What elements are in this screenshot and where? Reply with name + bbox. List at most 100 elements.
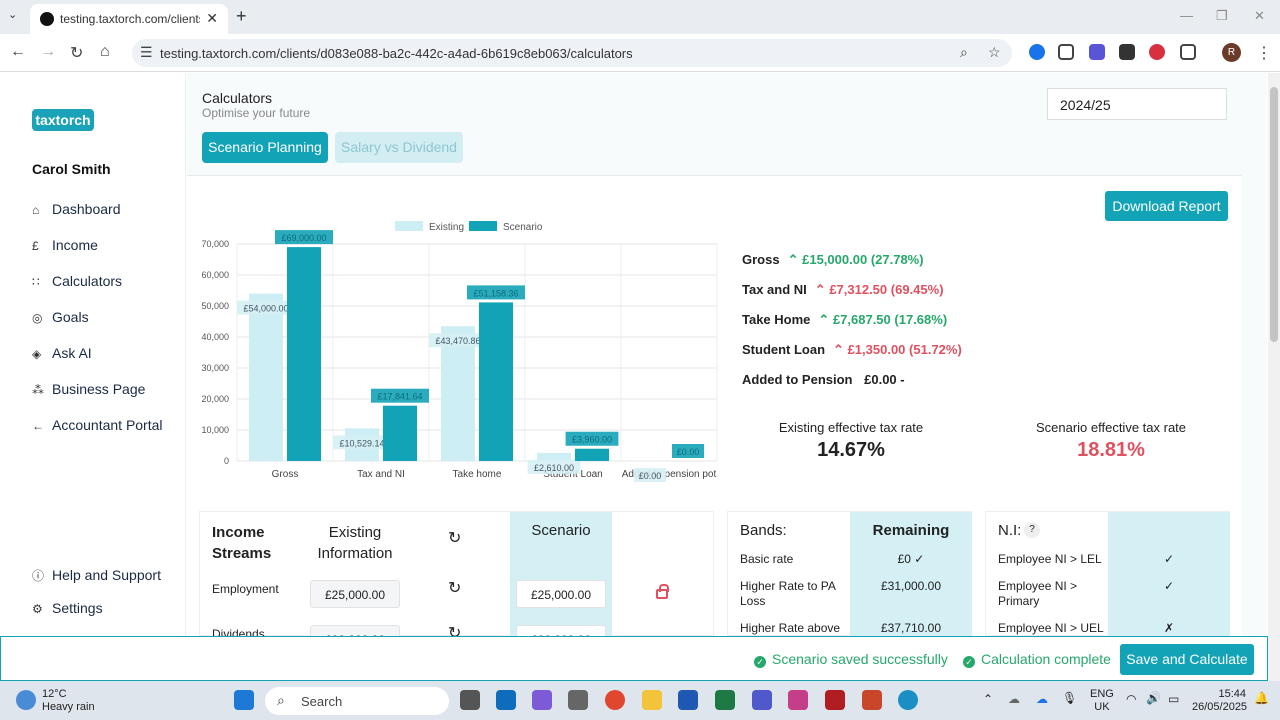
download-report-button[interactable]: Download Report [1105,191,1228,221]
bands-header: Bands: [740,522,787,539]
tax-year-select[interactable]: 2024/25 [1047,88,1227,120]
snipping-tool-icon[interactable] [568,690,588,710]
sidebar-item-business-page[interactable]: ⁂ Business Page [32,381,145,397]
taskbar-search[interactable]: ⌕ Search [265,687,449,715]
outlook-icon[interactable] [496,690,516,710]
refresh-icon[interactable]: ↻ [448,530,462,547]
status-text: Calculation complete [981,651,1111,667]
extension-icon[interactable] [1089,44,1105,60]
tab-salary-vs-dividend[interactable]: Salary vs Dividend [335,132,463,163]
reload-icon[interactable]: ↻ [70,45,84,62]
app-window: taxtorch Carol Smith ⌂ Dashboard £ Income … [0,73,1268,653]
header-line: Information [317,545,393,562]
home-icon: ⌂ [32,203,40,217]
app-icon[interactable] [825,690,845,710]
tab-menu-icon[interactable]: ⌄ [8,9,18,21]
user-name: Carol Smith [32,161,111,177]
page-scrollbar[interactable] [1268,73,1280,681]
close-tab-icon[interactable]: ✕ [206,10,218,26]
extension-icon[interactable] [1029,44,1045,60]
band-value: £31,000.00 [880,579,942,593]
tray-chevron-icon[interactable]: ⌃ [983,692,994,706]
site-info-icon[interactable]: ☰ [140,44,153,60]
edge-icon[interactable] [898,690,918,710]
notifications-icon[interactable]: 🔔 [1254,691,1269,705]
bar-scenario [383,405,417,461]
excel-icon[interactable] [715,690,735,710]
sidebar-item-settings[interactable]: ⚙ Settings [32,600,103,616]
zoom-icon[interactable]: ⌕ [960,44,968,60]
chrome-icon[interactable] [605,690,625,710]
weather-widget[interactable]: 12°C Heavy rain [42,688,95,714]
sidebar-item-accountant-portal[interactable]: ← Accountant Portal [32,417,163,433]
sidebar-item-help[interactable]: ⓘ Help and Support [32,567,161,584]
refresh-icon[interactable]: ↻ [448,580,462,597]
tab-scenario-planning[interactable]: Scenario Planning [202,132,328,163]
extension-icon[interactable] [1119,44,1135,60]
wifi-icon[interactable]: ◠ [1126,692,1137,706]
ni-value: ✗ [1163,621,1175,635]
sidebar-item-goals[interactable]: ◎ Goals [32,309,89,325]
extension-icon[interactable] [1149,44,1165,60]
browser-menu-icon[interactable]: ⋮ [1256,45,1272,62]
ni-label: Employee NI > UEL [998,621,1104,635]
data-label: £51,158.36 [473,288,518,298]
new-tab-icon[interactable]: + [236,6,247,26]
teams-icon[interactable] [752,690,772,710]
battery-icon[interactable]: ▭ [1168,692,1180,706]
copilot-icon[interactable] [532,690,552,710]
onedrive-icon[interactable]: ☁ [1036,692,1048,706]
extensions-puzzle-icon[interactable] [1180,44,1196,60]
browser-tab[interactable]: testing.taxtorch.com/clients/d0 ✕ [30,4,228,34]
forward-icon[interactable]: → [40,43,56,60]
sidebar-item-ask-ai[interactable]: ◈ Ask AI [32,345,92,361]
x-tick-label: Student Loan [543,469,603,480]
header-line: Income [212,524,265,541]
save-and-calculate-button[interactable]: Save and Calculate [1120,644,1254,675]
scenario-employment-field[interactable]: £25,000.00 [516,580,606,608]
y-tick-label: 40,000 [201,332,229,342]
lock-icon[interactable] [656,584,669,599]
close-window-icon[interactable]: ✕ [1254,8,1265,23]
minimize-icon[interactable]: — [1180,8,1193,23]
powerpoint-icon[interactable] [862,690,882,710]
cloud-icon[interactable]: ☁ [1008,692,1020,706]
sidebar-item-income[interactable]: £ Income [32,237,98,253]
word-icon[interactable] [678,690,698,710]
legend-label: Existing [429,222,464,233]
y-tick-label: 50,000 [201,301,229,311]
sidebar-item-calculators[interactable]: ∷ Calculators [32,273,122,289]
header-line: Existing [328,524,382,541]
summary-label: Tax and NI [742,282,807,297]
task-view-icon[interactable] [460,690,480,710]
sidebar-item-dashboard[interactable]: ⌂ Dashboard [32,201,121,217]
data-label: £3,960.00 [572,435,612,445]
microphone-icon[interactable]: 🎙 [1062,691,1078,705]
existing-employment-field[interactable]: £25,000.00 [310,580,400,608]
scrollbar-thumb[interactable] [1270,87,1278,342]
url-bar[interactable]: ☰ testing.taxtorch.com/clients/d083e088-… [132,39,1012,67]
language-indicator[interactable]: ENG UK [1090,688,1114,714]
weather-icon[interactable] [16,690,36,710]
clock[interactable]: 15:44 26/05/2025 [1192,688,1247,714]
volume-icon[interactable]: 🔊 [1146,691,1161,705]
extension-icon[interactable] [1058,44,1074,60]
maximize-icon[interactable]: ❐ [1216,8,1228,23]
up-arrow-icon: ⌃ [787,252,799,267]
slack-icon[interactable] [788,690,808,710]
target-icon: ◎ [32,311,43,325]
time-text: 15:44 [1218,688,1246,700]
profile-avatar[interactable]: R [1222,43,1241,62]
taxtorch-logo[interactable]: taxtorch [32,109,94,131]
x-tick-label: Take home [453,469,502,480]
rate-value: 18.81% [1077,439,1145,461]
back-icon[interactable]: ← [10,43,26,60]
home-icon[interactable]: ⌂ [100,43,110,60]
summary-value: £7,687.50 [832,312,891,327]
bookmark-star-icon[interactable]: ☆ [988,44,1001,60]
ni-value: ✓ [1163,552,1175,566]
file-explorer-icon[interactable] [642,690,662,710]
windows-start-icon[interactable] [234,690,254,710]
help-icon[interactable]: ? [1024,522,1040,538]
data-label: £10,529.14 [339,438,384,448]
